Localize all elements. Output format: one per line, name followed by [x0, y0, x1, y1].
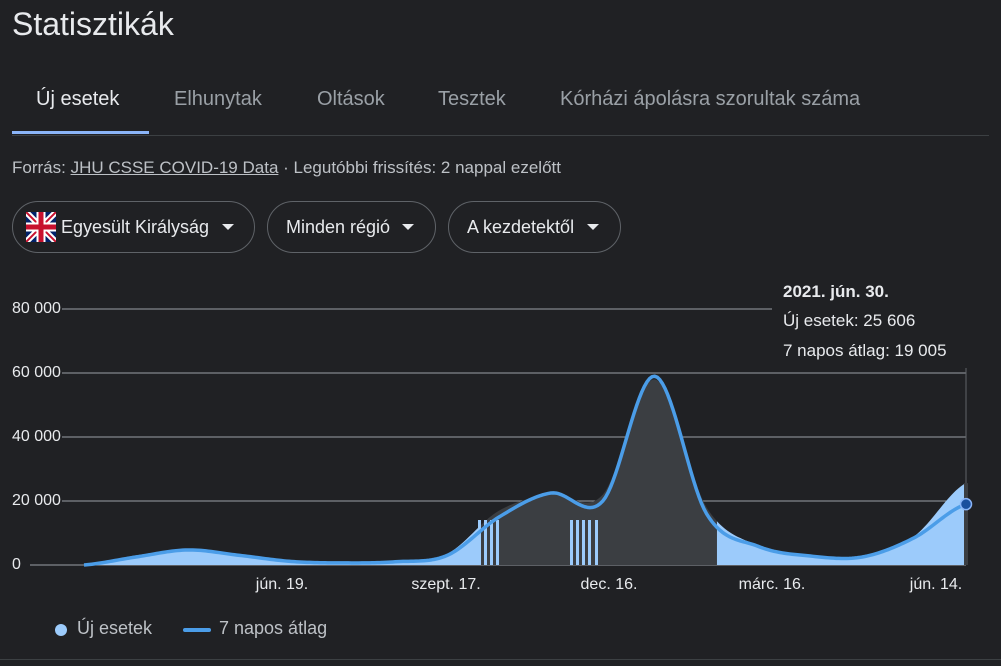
page-title: Statisztikák	[12, 6, 174, 42]
case-bar	[582, 520, 585, 565]
country-dropdown[interactable]: Egyesült Királyság	[12, 201, 255, 253]
tab-bar: Új esetek Elhunytak Oltások Tesztek Kórh…	[12, 60, 989, 136]
source-link[interactable]: JHU CSSE COVID-19 Data	[70, 158, 279, 177]
chart-tooltip: 2021. jún. 30. Új esetek: 25 606 7 napos…	[772, 272, 968, 368]
cases-bars-area-highlighted	[478, 379, 717, 565]
active-tab-indicator	[12, 131, 149, 134]
chevron-down-icon	[587, 224, 599, 230]
period-label: A kezdetektől	[467, 217, 575, 237]
case-bar	[570, 520, 573, 565]
hovered-bar	[964, 483, 968, 565]
hover-marker	[959, 497, 973, 511]
tab-hospitalized[interactable]: Kórházi ápolásra szorultak száma	[560, 88, 861, 110]
legend-cases-label[interactable]: Új esetek	[77, 618, 153, 638]
last-update: · Legutóbbi frissítés: 2 nappal ezelőtt	[278, 158, 561, 177]
case-bar	[496, 520, 499, 565]
case-bar	[595, 520, 598, 565]
cases-bars-area	[84, 527, 479, 565]
chevron-down-icon	[402, 224, 414, 230]
region-dropdown[interactable]: Minden régió	[267, 201, 436, 253]
case-bar	[478, 520, 481, 565]
case-bar	[484, 520, 487, 565]
period-dropdown[interactable]: A kezdetektől	[448, 201, 621, 253]
y-tick-label: 80 000	[12, 300, 61, 317]
uk-flag-icon	[26, 212, 56, 242]
x-tick-label: dec. 16.	[580, 576, 638, 593]
case-bar	[588, 520, 591, 565]
y-tick-label: 0	[12, 556, 21, 573]
tab-vaccinations[interactable]: Oltások	[317, 88, 385, 110]
y-tick-label: 40 000	[12, 428, 61, 445]
tab-tests[interactable]: Tesztek	[438, 88, 506, 110]
tooltip-date: 2021. jún. 30.	[783, 282, 889, 301]
legend-average-label[interactable]: 7 napos átlag	[219, 618, 328, 638]
divider	[0, 659, 1001, 660]
chevron-down-icon	[222, 224, 234, 230]
case-bar	[490, 520, 493, 565]
tab-new-cases[interactable]: Új esetek	[36, 88, 120, 110]
source-line: Forrás: JHU CSSE COVID-19 Data · Legutób…	[12, 158, 561, 178]
x-tick-label: márc. 16.	[738, 576, 806, 593]
x-tick-label: jún. 14.	[909, 576, 963, 593]
y-tick-label: 20 000	[12, 492, 61, 509]
legend-cases-swatch	[55, 624, 67, 636]
tab-deaths[interactable]: Elhunytak	[174, 88, 262, 110]
case-bar	[576, 520, 579, 565]
average-line	[83, 374, 967, 567]
source-prefix: Forrás:	[12, 158, 71, 177]
tooltip-average: 7 napos átlag: 19 005	[783, 341, 947, 360]
y-tick-label: 60 000	[12, 364, 61, 381]
cases-bars-area	[716, 483, 966, 565]
region-label: Minden régió	[286, 217, 391, 237]
x-tick-label: jún. 19.	[255, 576, 309, 593]
country-label: Egyesült Királyság	[61, 217, 210, 237]
legend-average-swatch	[183, 628, 211, 632]
x-tick-label: szept. 17.	[411, 576, 481, 593]
tooltip-cases: Új esetek: 25 606	[783, 311, 916, 330]
